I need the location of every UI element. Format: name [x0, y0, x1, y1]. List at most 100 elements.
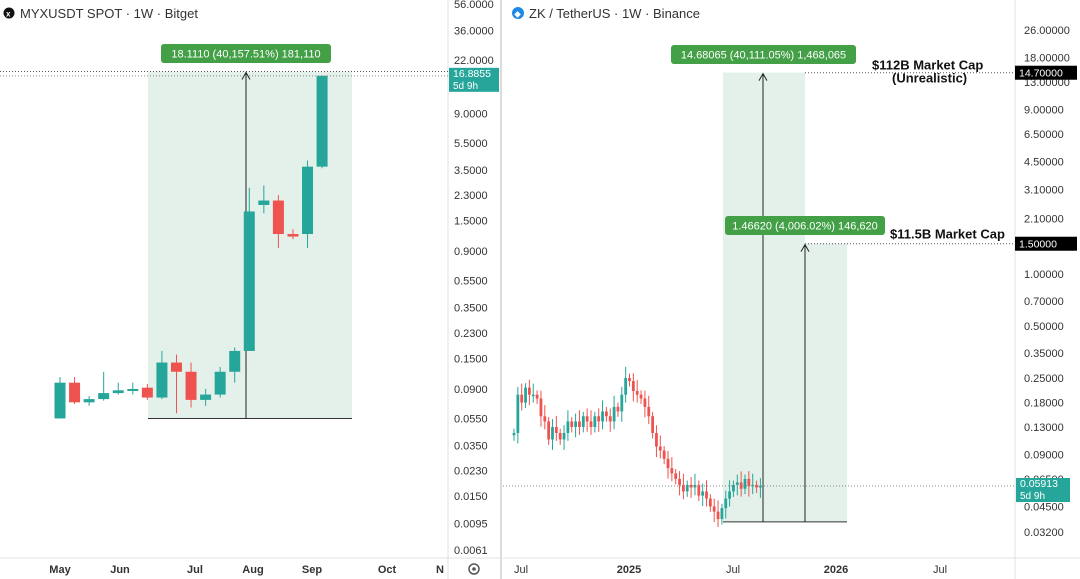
right-candle-body	[616, 406, 620, 412]
left-y-tick-label: 5.5000	[454, 138, 488, 150]
right-candle-body	[620, 394, 624, 412]
right-y-tick-label: 4.50000	[1024, 156, 1064, 168]
right-price-tag-value: 0.05913	[1020, 478, 1058, 490]
left-symbol-header[interactable]: x MYXUSDT SPOT · 1W · Bitget	[3, 6, 199, 21]
right-measure-upper-area	[723, 72, 805, 522]
right-x-tick-label: Jul	[933, 564, 947, 576]
left-candle-body	[316, 75, 328, 167]
right-candle-body	[708, 498, 712, 507]
right-y-tick-label: 0.03200	[1024, 527, 1064, 539]
left-measure-label: 18.1110 (40,157.51%) 181,110	[171, 49, 320, 61]
right-candle-body	[647, 406, 651, 417]
right-candle-body	[670, 468, 674, 474]
left-candle-body	[141, 387, 153, 398]
annotation-upper-line2: (Unrealistic)	[892, 71, 967, 86]
right-candles	[512, 366, 762, 528]
right-candle-body	[562, 432, 566, 440]
left-candle-body	[200, 394, 212, 400]
left-y-tick-label: 36.0000	[454, 26, 494, 38]
right-candle-body	[720, 508, 724, 520]
right-candle-body	[608, 416, 612, 422]
right-x-tick-label: 2026	[824, 564, 848, 576]
left-x-tick-label: Sep	[302, 564, 322, 576]
level-tag-upper-value: 14.70000	[1019, 68, 1063, 80]
right-candle-body	[612, 406, 616, 422]
right-candle-body	[531, 394, 535, 397]
right-y-tick-label: 18.00000	[1024, 53, 1070, 65]
left-candle-body	[272, 200, 284, 235]
right-candle-body	[628, 377, 631, 382]
right-price-countdown: 5d 9h	[1020, 491, 1045, 502]
right-x-tick-label: Jul	[514, 564, 528, 576]
level-tag-lower-background	[1015, 236, 1077, 251]
left-candle-body	[214, 371, 226, 395]
right-candle-body	[666, 458, 670, 469]
right-candle-body	[601, 411, 604, 422]
annotation-lower: $11.5B Market Cap	[890, 227, 1005, 242]
right-symbol-header[interactable]: ◆ ZK / TetherUS · 1W · Binance	[512, 6, 700, 21]
left-y-tick-label: 0.5500	[454, 276, 488, 288]
left-x-tick-label: Jul	[187, 564, 203, 576]
right-candle-body	[705, 491, 708, 499]
left-candles	[54, 75, 328, 419]
left-symbol-title: MYXUSDT SPOT · 1W · Bitget	[20, 6, 198, 21]
right-candle-body	[662, 450, 666, 459]
right-candle-body	[685, 484, 689, 492]
right-candle-body	[516, 394, 520, 433]
left-y-tick-label: 1.5000	[454, 216, 488, 228]
right-candle-body	[732, 484, 735, 492]
right-price-axis: 56.0000026.0000018.0000013.000009.000006…	[1024, 25, 1070, 539]
left-y-tick-label: 22.0000	[454, 55, 494, 67]
binance-icon-glyph: ◆	[514, 10, 522, 19]
left-y-tick-label: 0.0350	[454, 441, 488, 453]
right-candle-body	[701, 491, 705, 496]
right-y-tick-label: 1.00000	[1024, 269, 1064, 281]
left-candle-body	[258, 200, 270, 205]
left-candle-body	[243, 211, 255, 351]
right-candle-body	[674, 473, 678, 479]
right-candle-body	[759, 485, 762, 488]
left-y-tick-label: 56.0000	[454, 0, 494, 11]
right-candle-body	[574, 421, 577, 427]
left-candle-body	[112, 390, 124, 394]
right-candle-body	[558, 432, 562, 440]
right-candle-body	[728, 491, 731, 499]
left-time-axis: May Jun Jul Aug Sep Oct N	[49, 564, 444, 576]
left-y-tick-label: 9.0000	[454, 109, 488, 121]
left-candle-body	[83, 399, 95, 403]
right-candle-body	[635, 391, 639, 395]
right-candle-body	[554, 426, 558, 433]
right-y-tick-label: 0.09000	[1024, 450, 1064, 462]
left-y-tick-label: 0.0150	[454, 491, 488, 503]
left-candle-body	[185, 371, 197, 400]
left-price-tag: 16.8855 5d 9h	[449, 67, 499, 92]
right-measure-tools: 14.68065 (40,111.05%) 1,468,065 1.46620 (…	[671, 45, 885, 523]
right-candle-body	[735, 482, 739, 485]
right-measure-lower-arrow-head	[800, 243, 810, 252]
left-candle-body	[127, 388, 139, 391]
left-y-tick-label: 0.1500	[454, 353, 488, 365]
level-tag-upper-background	[1015, 65, 1077, 80]
right-candle-body	[678, 478, 681, 485]
right-candle-body	[539, 398, 543, 417]
right-candle-body	[682, 484, 685, 492]
left-candle-body	[170, 362, 182, 372]
right-candle-body	[739, 482, 743, 489]
level-tag-lower: 1.50000	[1015, 236, 1077, 251]
right-candle-body	[547, 421, 551, 440]
right-candle-body	[658, 446, 662, 451]
right-y-tick-label: 3.10000	[1024, 184, 1064, 196]
left-y-tick-label: 0.9000	[454, 246, 488, 258]
left-y-tick-label: 0.0550	[454, 413, 488, 425]
right-candle-body	[543, 416, 547, 422]
left-candle-body	[54, 382, 66, 419]
right-y-tick-label: 0.50000	[1024, 321, 1064, 333]
right-y-tick-label: 9.00000	[1024, 105, 1064, 117]
right-candle-body	[639, 394, 643, 399]
right-candle-body	[755, 484, 758, 488]
bitget-icon	[3, 7, 15, 19]
left-chart-panel: x MYXUSDT SPOT · 1W · Bitget 18.1110 (40…	[0, 0, 500, 579]
left-x-tick-label: Oct	[378, 564, 397, 576]
gear-icon[interactable]	[468, 563, 480, 575]
right-measure-upper-label-background	[671, 45, 856, 64]
